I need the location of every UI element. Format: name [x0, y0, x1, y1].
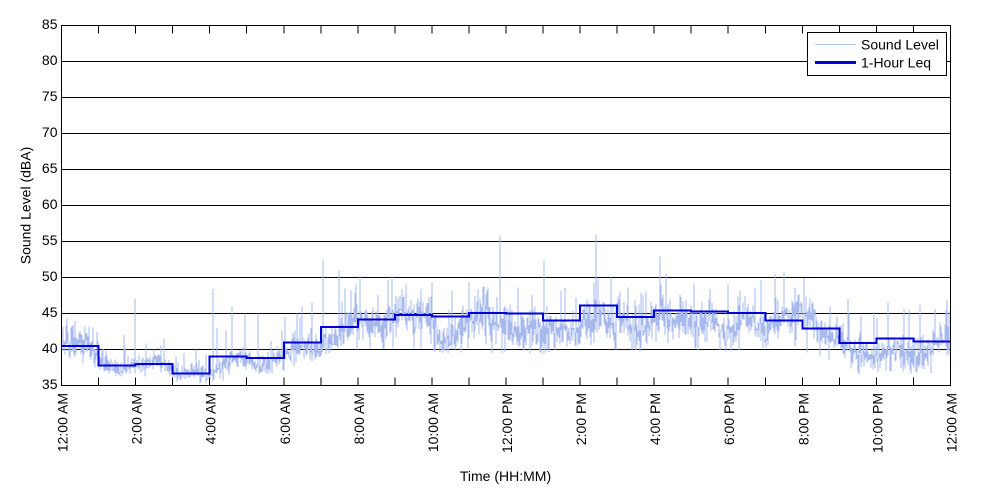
svg-text:1-Hour Leq: 1-Hour Leq — [861, 55, 931, 71]
svg-text:2:00 PM: 2:00 PM — [573, 393, 589, 445]
svg-text:2:00 AM: 2:00 AM — [129, 393, 145, 444]
svg-text:Time (HH:MM): Time (HH:MM) — [460, 468, 551, 484]
svg-text:10:00 PM: 10:00 PM — [869, 393, 885, 453]
svg-text:35: 35 — [42, 376, 58, 392]
svg-text:6:00 PM: 6:00 PM — [721, 393, 737, 445]
svg-text:45: 45 — [42, 304, 58, 320]
svg-text:65: 65 — [42, 160, 58, 176]
svg-text:75: 75 — [42, 88, 58, 104]
svg-text:12:00 PM: 12:00 PM — [499, 393, 515, 453]
svg-text:4:00 PM: 4:00 PM — [647, 393, 663, 445]
svg-text:6:00 AM: 6:00 AM — [277, 393, 293, 444]
svg-text:70: 70 — [42, 124, 58, 140]
svg-text:80: 80 — [42, 52, 58, 68]
svg-text:12:00 AM: 12:00 AM — [944, 393, 960, 452]
svg-text:8:00 PM: 8:00 PM — [795, 393, 811, 445]
svg-text:50: 50 — [42, 268, 58, 284]
svg-text:Sound Level (dBA): Sound Level (dBA) — [18, 147, 34, 265]
svg-text:Sound Level: Sound Level — [861, 37, 939, 53]
svg-text:12:00 AM: 12:00 AM — [55, 393, 71, 452]
svg-text:40: 40 — [42, 340, 58, 356]
svg-text:4:00 AM: 4:00 AM — [203, 393, 219, 444]
svg-text:10:00 AM: 10:00 AM — [425, 393, 441, 452]
svg-text:85: 85 — [42, 16, 58, 32]
svg-text:8:00 AM: 8:00 AM — [351, 393, 367, 444]
svg-text:55: 55 — [42, 232, 58, 248]
svg-text:60: 60 — [42, 196, 58, 212]
